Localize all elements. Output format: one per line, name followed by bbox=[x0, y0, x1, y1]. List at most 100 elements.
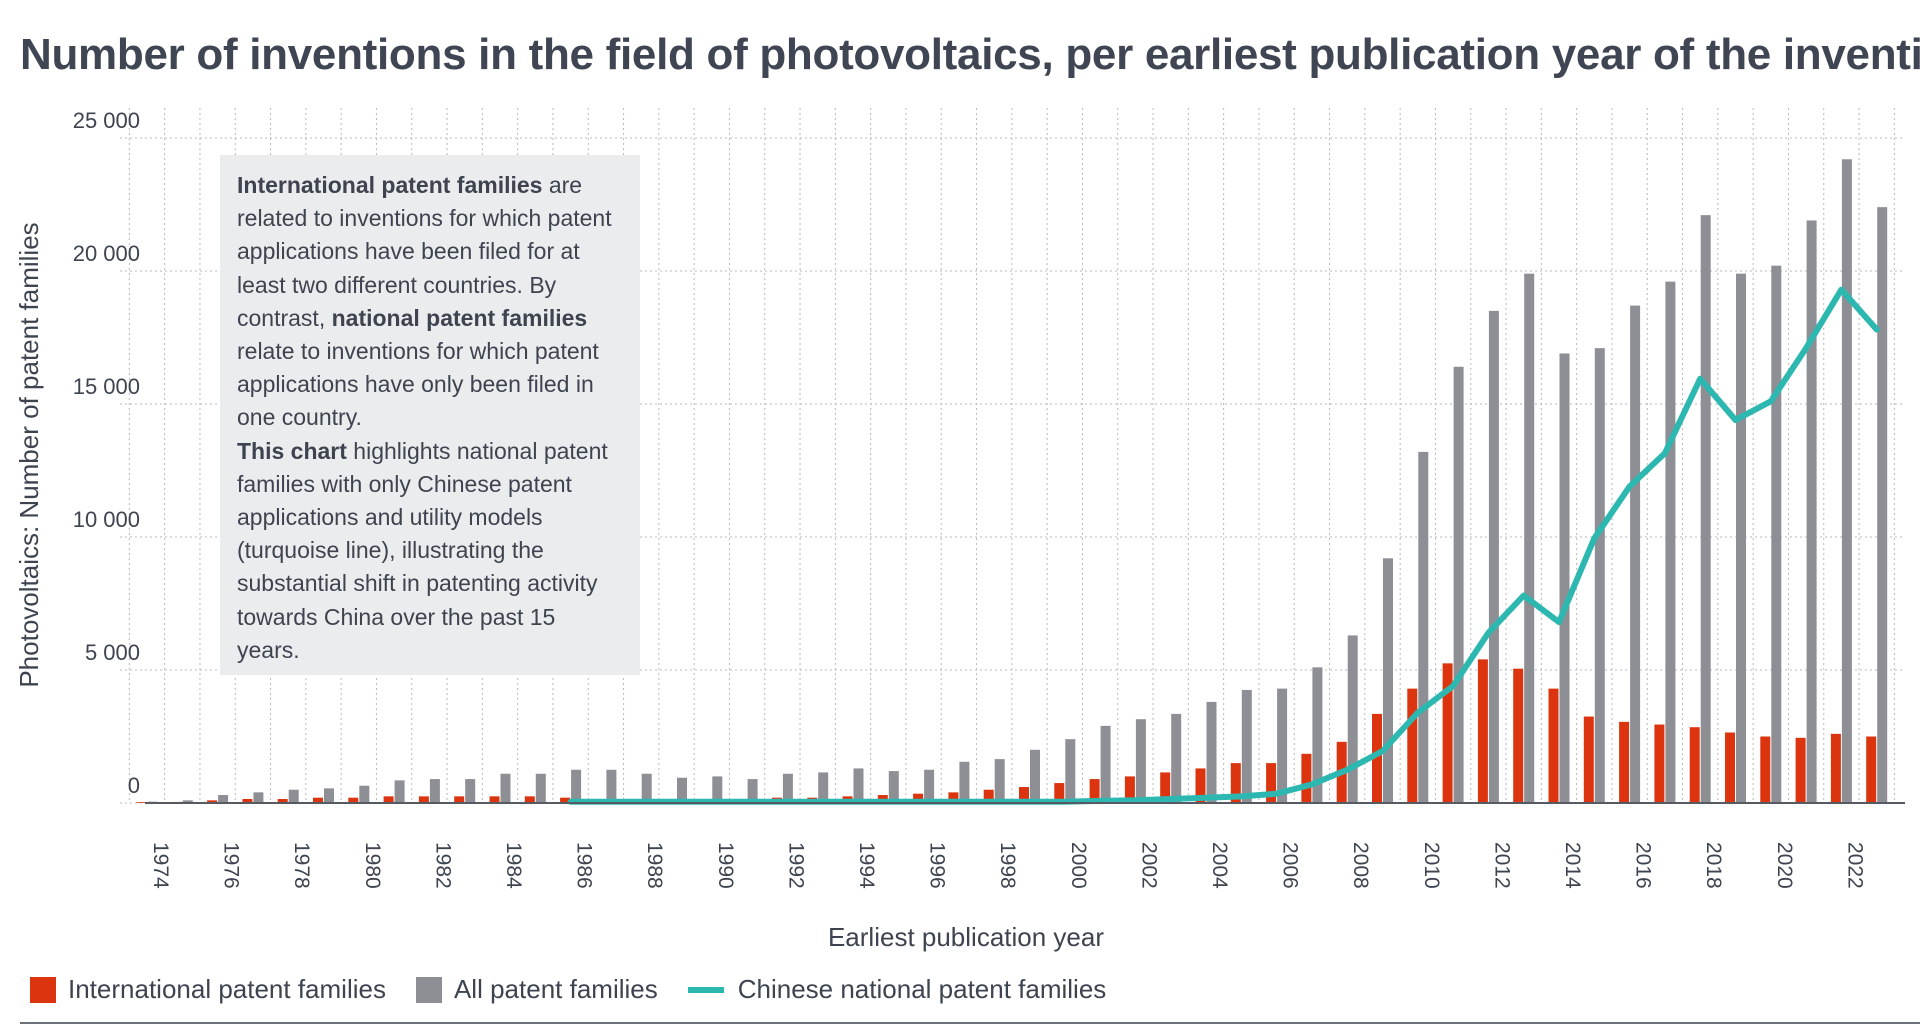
y-tick-label: 10 000 bbox=[73, 507, 140, 532]
bar-all bbox=[994, 759, 1005, 803]
bar-all bbox=[888, 771, 899, 803]
x-tick-label: 2002 bbox=[1137, 842, 1160, 889]
x-tick-label: 2010 bbox=[1420, 842, 1443, 889]
note-term-national: national patent families bbox=[331, 304, 588, 331]
x-tick-label: 2016 bbox=[1632, 842, 1655, 889]
bar-all bbox=[853, 768, 864, 803]
bar-international bbox=[1583, 716, 1594, 803]
x-tick-label: 2020 bbox=[1773, 842, 1796, 889]
bar-all bbox=[253, 792, 264, 803]
bar-international bbox=[1407, 688, 1418, 803]
bar-international bbox=[1230, 763, 1241, 803]
legend-item-all: All patent families bbox=[415, 974, 658, 1005]
note-text-2: relate to inventions for which patent ap… bbox=[237, 338, 599, 431]
chinese-national-line bbox=[567, 286, 1880, 805]
note-text-1: are related to inventions for which pate… bbox=[237, 172, 612, 331]
bar-all bbox=[394, 780, 405, 803]
x-tick-label: 2004 bbox=[1208, 842, 1231, 889]
bar-international bbox=[1795, 737, 1806, 803]
bar-international bbox=[1830, 733, 1841, 803]
bar-international bbox=[1725, 732, 1735, 803]
x-tick-label: 1994 bbox=[855, 842, 878, 889]
bar-international bbox=[1160, 772, 1171, 803]
bar-all bbox=[1206, 701, 1217, 803]
legend-swatch-all bbox=[415, 976, 442, 1003]
x-tick-label: 2012 bbox=[1490, 842, 1513, 889]
bar-international bbox=[383, 796, 394, 803]
bar-all bbox=[712, 776, 723, 803]
x-tick-label: 1974 bbox=[149, 842, 172, 889]
gridlines bbox=[120, 108, 1905, 804]
bar-all bbox=[1277, 688, 1288, 803]
bar-all bbox=[1630, 305, 1641, 803]
x-axis-ticks: 1974 1976 1978 1980 1982 1984 1986 1988 1990 1992… bbox=[149, 842, 1866, 889]
x-tick-label: 1976 bbox=[220, 842, 243, 889]
bar-all bbox=[1736, 273, 1746, 803]
x-tick-label: 2008 bbox=[1349, 842, 1372, 889]
x-tick-label: 1984 bbox=[502, 842, 525, 889]
bar-all bbox=[1171, 713, 1182, 803]
legend-label-all: All patent families bbox=[453, 974, 658, 1004]
bar-international bbox=[242, 799, 253, 803]
bar-all bbox=[1488, 310, 1499, 803]
bar-all bbox=[1100, 725, 1111, 803]
x-tick-label: 1992 bbox=[784, 842, 807, 889]
x-tick-label: 1978 bbox=[290, 842, 313, 889]
bar-all bbox=[1418, 451, 1429, 803]
bar-international bbox=[1301, 753, 1312, 803]
x-tick-label: 1982 bbox=[431, 842, 454, 889]
bar-all bbox=[359, 785, 370, 803]
bar-international bbox=[1866, 736, 1877, 803]
y-axis-label: Photovoltaics: Number of patent families bbox=[14, 222, 44, 687]
x-tick-label: 2000 bbox=[1067, 842, 1090, 889]
bar-international bbox=[136, 802, 147, 803]
chinese-line-group bbox=[567, 286, 1880, 805]
y-tick-label: 5 000 bbox=[85, 640, 140, 665]
bar-all bbox=[1453, 366, 1464, 803]
bar-international bbox=[1513, 668, 1524, 803]
bar-international bbox=[1689, 727, 1700, 803]
bar-all bbox=[818, 772, 829, 803]
bar-all bbox=[924, 769, 935, 803]
bar-international bbox=[1760, 736, 1771, 803]
bar-all bbox=[677, 777, 687, 803]
bar-all bbox=[1030, 749, 1040, 803]
bar-all bbox=[1524, 273, 1535, 803]
bar-international bbox=[948, 792, 959, 803]
bar-international bbox=[1654, 724, 1665, 803]
x-tick-label: 1980 bbox=[361, 842, 384, 889]
bar-all bbox=[747, 779, 758, 803]
y-tick-label: 0 bbox=[128, 773, 140, 798]
y-tick-label: 15 000 bbox=[73, 374, 140, 399]
bar-all bbox=[218, 795, 229, 803]
x-tick-label: 1988 bbox=[643, 842, 666, 889]
note-text-3: highlights national patent families with… bbox=[237, 437, 608, 663]
bar-all bbox=[1594, 348, 1605, 803]
bar-international bbox=[1195, 768, 1206, 803]
bar-all bbox=[606, 769, 617, 803]
note-term-international: International patent families bbox=[237, 172, 543, 198]
bar-all bbox=[1806, 220, 1817, 803]
bar-all bbox=[535, 773, 546, 803]
bar-all bbox=[571, 769, 582, 803]
legend-item-chinese: Chinese national patent families bbox=[687, 974, 1106, 1005]
bar-all bbox=[429, 779, 440, 803]
x-tick-label: 1986 bbox=[573, 842, 596, 889]
bar-all bbox=[1065, 739, 1076, 803]
bar-international bbox=[983, 789, 994, 803]
bar-all bbox=[1700, 215, 1711, 803]
bars bbox=[136, 159, 1888, 803]
legend-swatch-international bbox=[30, 976, 56, 1003]
bar-all bbox=[182, 800, 193, 803]
bar-all bbox=[1241, 689, 1252, 803]
chart-title: Number of inventions in the field of pho… bbox=[20, 30, 1920, 79]
bar-all bbox=[1559, 353, 1570, 803]
bar-international bbox=[1089, 779, 1100, 803]
bar-international bbox=[277, 799, 288, 803]
bar-international bbox=[1442, 663, 1453, 803]
bar-international bbox=[1548, 688, 1559, 803]
legend: International patent families All patent… bbox=[30, 974, 1136, 1005]
explanation-note: International patent families are relate… bbox=[220, 155, 640, 675]
bar-all bbox=[1383, 558, 1393, 803]
